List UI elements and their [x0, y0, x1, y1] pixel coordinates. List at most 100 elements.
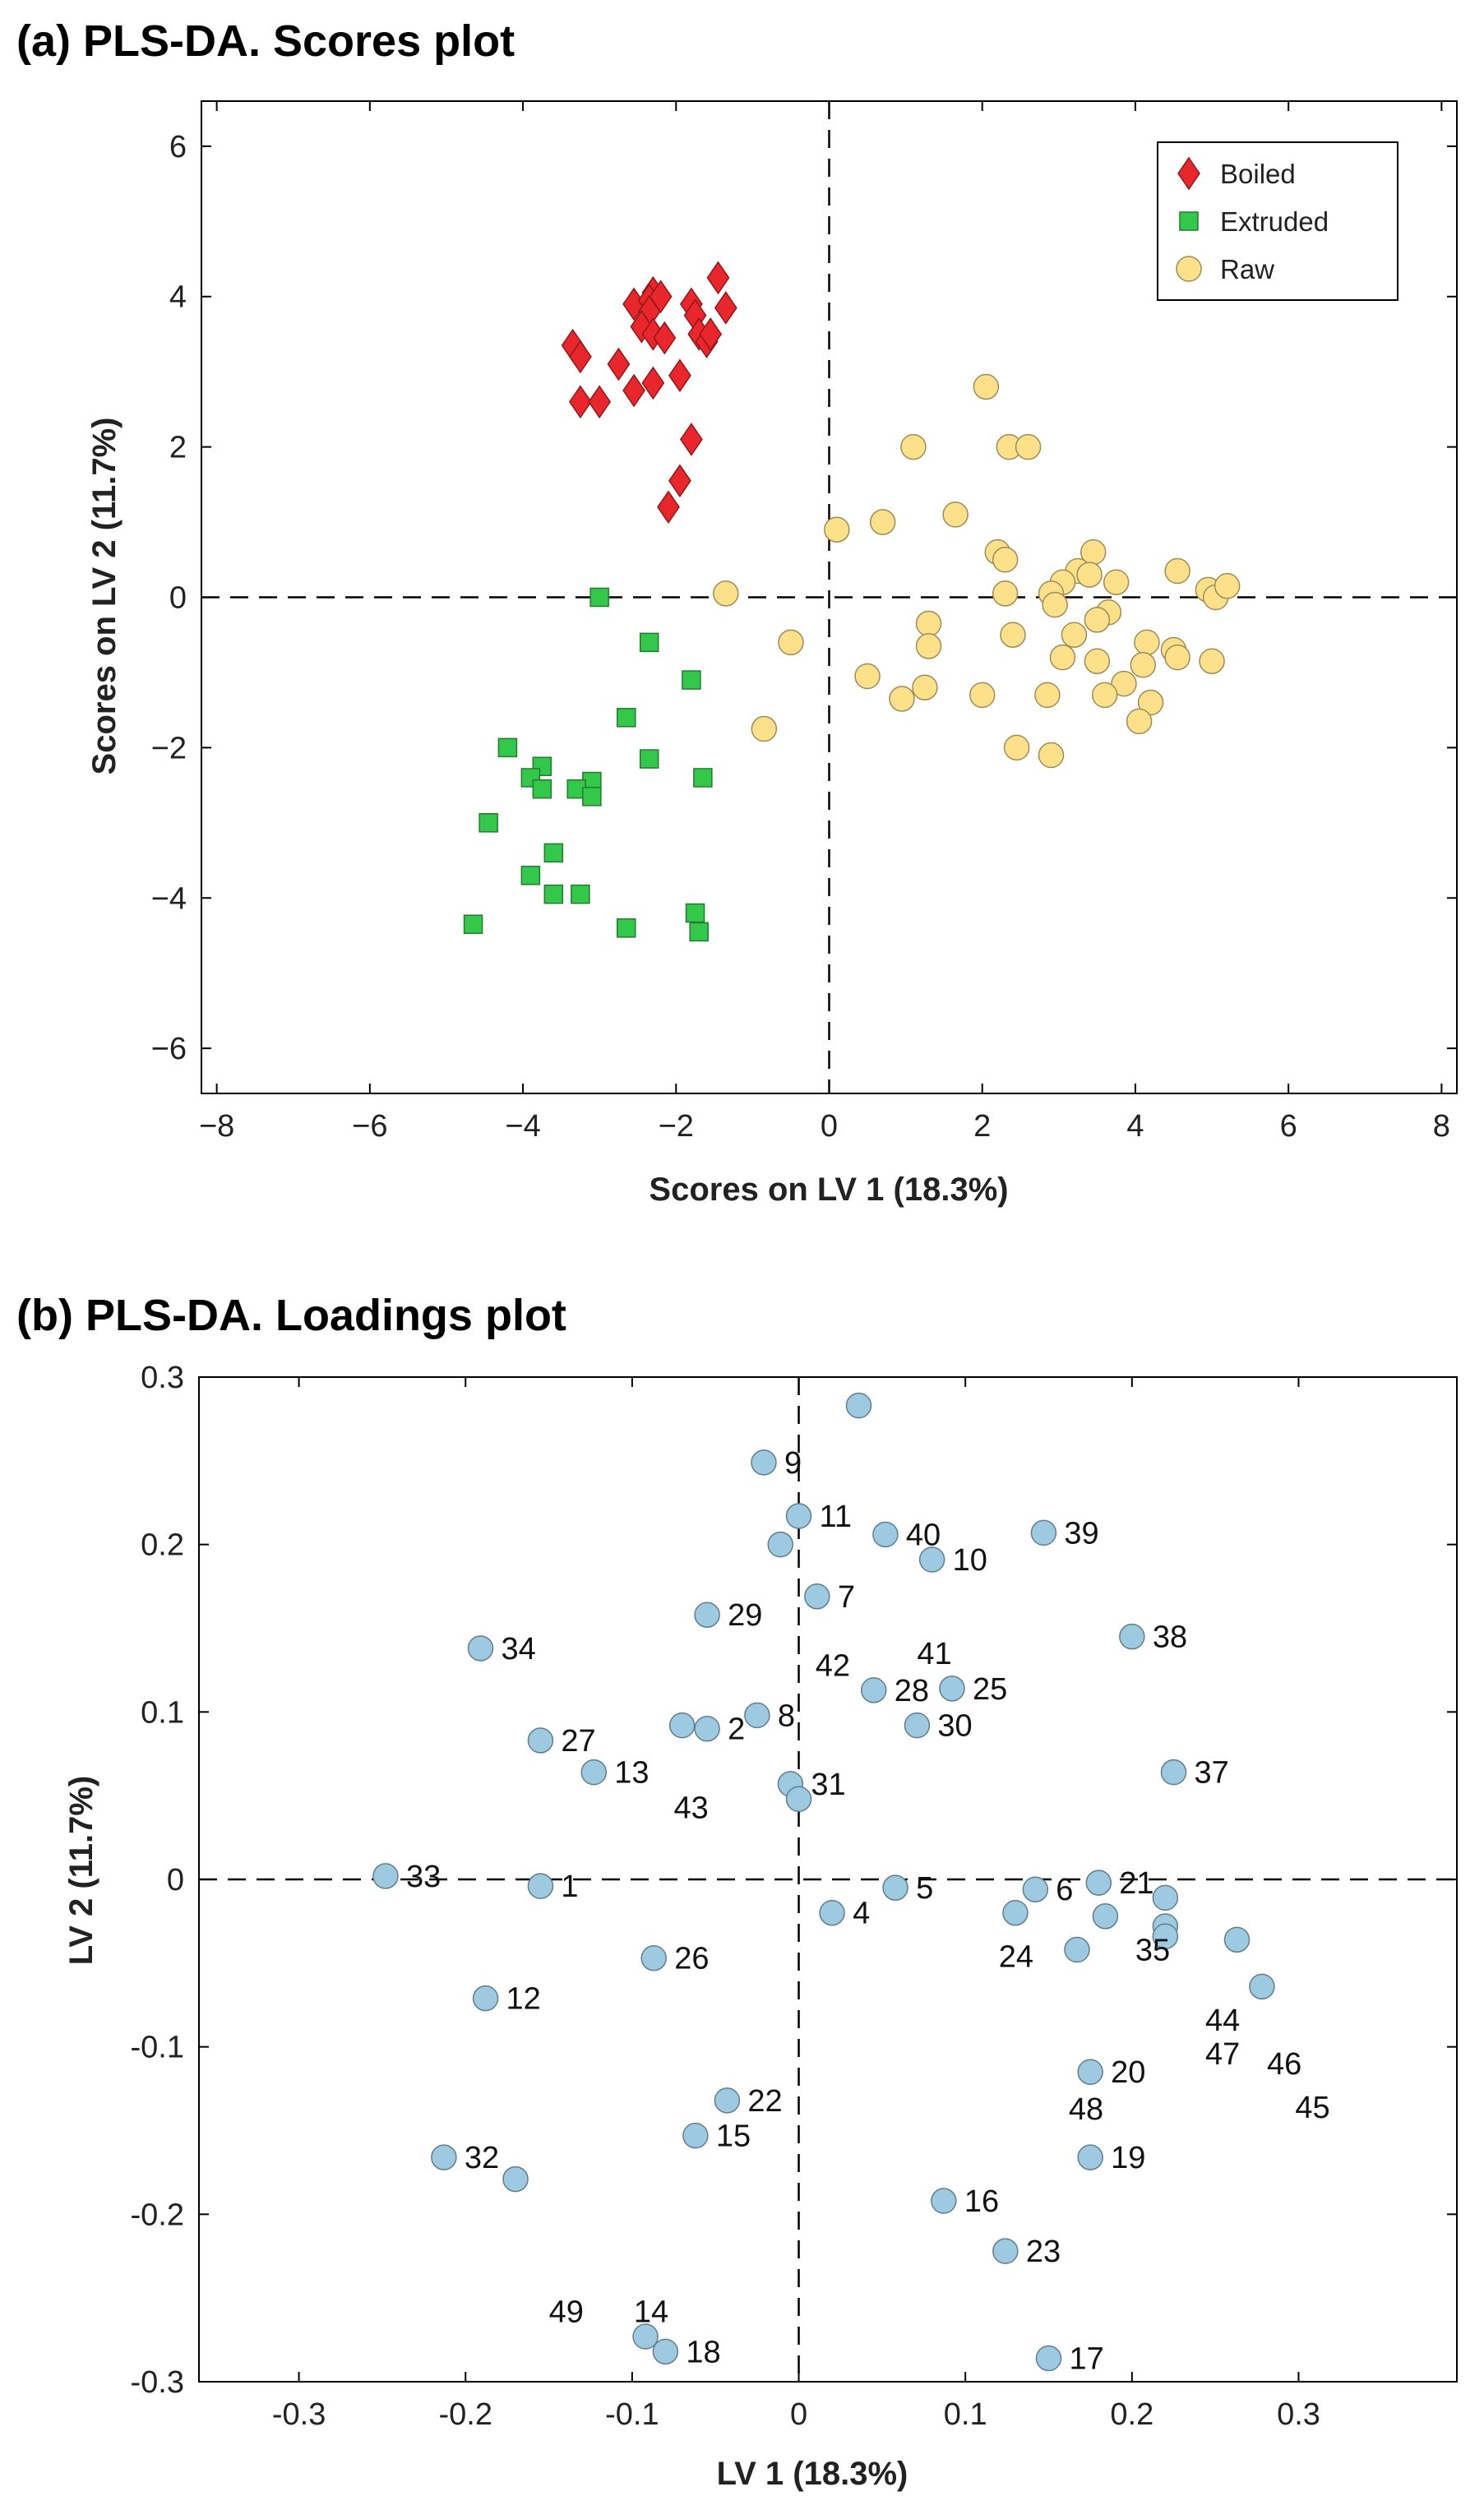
scores-point-boiled [653, 321, 677, 355]
loading-point [751, 1449, 777, 1476]
scores-point-raw [992, 580, 1019, 607]
loading-point [668, 1712, 696, 1739]
scores-point-extruded [497, 737, 518, 758]
loadings-plot: -0.3 -0.2 -0.1 0 0.1 0.2 0.3 -0.3 -0.2 -0.1 0 0.1 0.… [131, 1361, 1458, 2432]
loading-point [939, 1676, 965, 1702]
scores-plot-y-tick-label: −4 [151, 881, 187, 916]
scores-point-boiled [607, 347, 631, 381]
loading-point-label: 22 [747, 2084, 782, 2119]
scores-point-raw [824, 516, 850, 543]
loading-point-label: 26 [674, 1942, 709, 1976]
scores-point-raw [1091, 682, 1118, 709]
loading-point [632, 2323, 659, 2350]
loading-point [785, 1503, 812, 1529]
loading-point-label: 19 [1111, 2141, 1145, 2175]
loading-point-label: 39 [1064, 1516, 1098, 1551]
loading-variable-label: 14 [634, 2295, 668, 2329]
loadings-plot-x-tick-label: -0.1 [605, 2397, 659, 2432]
scores-point-boiled [588, 385, 612, 419]
scores-point-boiled [679, 423, 703, 456]
scores-plot-y-axis-label: Scores on LV 2 (11.7%) [86, 418, 123, 775]
scores-point-boiled [622, 373, 645, 408]
scores-point-raw [1164, 644, 1190, 671]
loading-point [682, 2122, 709, 2149]
loading-point [882, 1874, 908, 1901]
loading-point [1030, 1519, 1057, 1546]
loadings-plot-y-tick-label: -0.2 [131, 2198, 184, 2232]
scores-point-raw [1130, 652, 1156, 678]
loadings-plot-y-axis-label: LV 2 (11.7%) [63, 1776, 99, 1965]
scores-point-extruded [689, 922, 709, 942]
scores-plot-x-tick-label: 6 [1280, 1109, 1297, 1144]
loading-point-label: 7 [838, 1580, 855, 1615]
scores-point-raw [1111, 670, 1137, 697]
scores-plot-y-tick-label: 6 [169, 130, 187, 164]
scores-plot-y-tick-label: 2 [169, 431, 187, 465]
loadings-plot-x-tick-label: -0.3 [272, 2397, 326, 2432]
scores-point-boiled [668, 358, 691, 393]
loading-point [860, 1677, 887, 1703]
scores-point-raw [969, 682, 996, 709]
scores-point-extruded [589, 587, 609, 608]
scores-point-extruded [617, 918, 636, 938]
scores-point-raw [1134, 629, 1160, 656]
loading-point [640, 1944, 667, 1971]
scores-point-boiled [714, 291, 737, 325]
loading-variable-label: 35 [1135, 1934, 1170, 1968]
scores-point-raw [1076, 562, 1103, 588]
legend-marker-raw [1176, 256, 1202, 282]
loadings-plot-x-tick-label: 0.1 [944, 2397, 987, 2432]
scores-plot-y-tick-label: −2 [151, 731, 187, 765]
loading-point-label: 30 [937, 1709, 972, 1744]
loading-point [1160, 1759, 1187, 1786]
loading-variable-label: 46 [1267, 2047, 1301, 2082]
loading-variable-label: 47 [1205, 2037, 1240, 2072]
loading-point-label: 40 [906, 1518, 941, 1552]
scores-point-raw [1061, 622, 1088, 648]
scores-point-extruded [543, 884, 564, 904]
scores-plot-x-tick-label: −8 [199, 1109, 234, 1144]
loading-point [1002, 1899, 1029, 1926]
loading-point-label: 33 [406, 1860, 441, 1894]
scores-point-raw [992, 547, 1019, 573]
scores-point-extruded [693, 768, 713, 788]
scores-plot-frame [201, 100, 1458, 1094]
scores-plot-x-tick-label: 8 [1433, 1109, 1450, 1144]
legend-marker-extruded [1179, 211, 1199, 231]
scores-point-raw [713, 580, 739, 607]
scores-plot-zero-lines [201, 101, 1457, 1093]
scores-point-boiled [699, 317, 723, 351]
scores-point-raw [1164, 557, 1190, 585]
scores-point-raw [889, 686, 915, 712]
loadings-plot-x-tick-label: 0.3 [1277, 2397, 1320, 2432]
scores-plot-x-tick-label: 2 [973, 1109, 991, 1144]
scores-plot: −8 −6 −4 −2 0 2 4 6 8 −6 −4 −2 0 2 4 6 Boiled Extruded Ra… [151, 100, 1458, 1144]
loading-point [1092, 1903, 1119, 1930]
loading-point-label: 29 [728, 1598, 762, 1633]
loadings-plot-title: (b) PLS-DA. Loadings plot [16, 1291, 566, 1340]
scores-point-raw [1000, 622, 1026, 648]
scores-point-raw [912, 674, 938, 700]
loadings-plot-frame [198, 1376, 1458, 2383]
scores-point-raw [1049, 644, 1076, 671]
loadings-plot-points [372, 1392, 1275, 2372]
scores-point-raw [1042, 591, 1068, 618]
scores-point-extruded [478, 813, 498, 833]
loading-point-label: 11 [820, 1500, 852, 1534]
loading-point [1064, 1936, 1090, 1963]
loading-point [767, 1531, 793, 1558]
scores-point-raw [1199, 648, 1225, 674]
scores-point-raw [869, 509, 896, 535]
loading-point-label: 38 [1153, 1620, 1187, 1655]
loading-point-label: 6 [1056, 1873, 1073, 1907]
scores-point-boiled [668, 464, 691, 498]
loading-point-label: 16 [964, 2184, 999, 2219]
loading-point-label: 31 [811, 1768, 845, 1802]
scores-point-boiled [706, 261, 730, 295]
scores-point-extruded [685, 903, 705, 923]
loading-point [931, 2188, 957, 2214]
loading-point [1152, 1923, 1179, 1949]
loading-point [652, 2338, 679, 2365]
scores-point-raw [751, 715, 778, 742]
loading-variable-label: 44 [1205, 2004, 1240, 2038]
